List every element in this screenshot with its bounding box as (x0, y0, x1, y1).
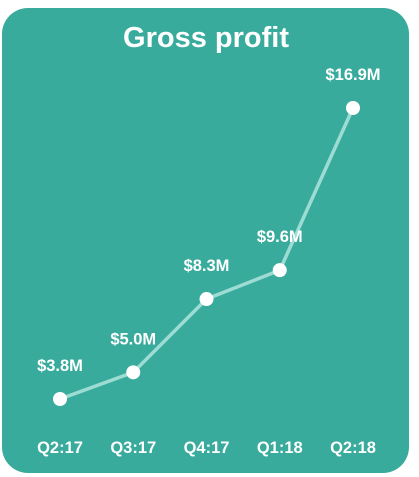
data-label-q4-17: $8.3M (184, 257, 230, 275)
plot-area: $3.8M $5.0M $8.3M $9.6M $16.9M Q2:17 Q3:17 Q4:1… (37, 66, 380, 457)
x-tick-label-q1-18: Q1:18 (257, 439, 303, 457)
x-tick-label-q2-17: Q2:17 (37, 439, 83, 457)
data-label-q1-18: $9.6M (257, 228, 303, 246)
data-point-q1-18 (272, 263, 287, 278)
data-point-q2-17 (53, 392, 67, 406)
chart-title: Gross profit (123, 22, 289, 54)
data-point-q2-18 (346, 101, 360, 115)
series-line (58, 106, 355, 401)
chart: Gross profit $3.8M $5.0M $8.3M $9.6M $16.9M Q… (37, 22, 380, 457)
data-label-q2-17: $3.8M (37, 357, 83, 375)
data-point-q4-17 (199, 292, 214, 307)
x-tick-label-q2-18: Q2:18 (330, 439, 376, 457)
data-point-q3-17 (126, 365, 141, 380)
data-label-q2-18: $16.9M (325, 66, 380, 84)
x-tick-label-q3-17: Q3:17 (110, 439, 156, 457)
data-label-q3-17: $5.0M (110, 330, 156, 348)
x-tick-label-q4-17: Q4:17 (184, 439, 230, 457)
chart-card: Gross profit $3.8M $5.0M $8.3M $9.6M $16.9M Q… (2, 8, 409, 473)
